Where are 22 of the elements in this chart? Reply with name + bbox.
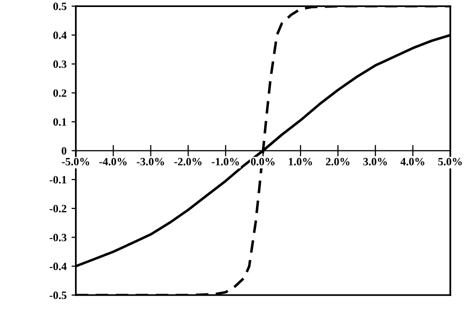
x-tick-label: -3.0% [136, 158, 164, 166]
y-tick-label: -0.1 [50, 176, 66, 184]
y-tick-label: -0.2 [50, 204, 66, 212]
y-tick-label: 0.3 [53, 60, 66, 68]
y-tick-label: -0.5 [50, 292, 66, 300]
y-tick-label: 0 [62, 147, 66, 155]
x-tick-label: -4.0% [99, 158, 127, 166]
y-tick-label: 0.4 [53, 32, 67, 40]
x-tick-label: 5.0% [438, 158, 462, 166]
y-tick-label: 0.1 [53, 118, 66, 126]
y-tick-label: -0.3 [50, 234, 66, 242]
y-tick-label: 0.2 [53, 89, 66, 97]
x-tick-label: 3.0% [363, 158, 387, 166]
y-tick-label: 0.5 [53, 2, 66, 10]
x-tick-label: 0.0% [250, 158, 275, 166]
x-tick-label: 1.0% [288, 158, 312, 166]
y-tick-label: -0.4 [50, 262, 67, 270]
x-tick-label: 4.0% [400, 158, 424, 166]
x-tick-label: -5.0% [62, 158, 90, 166]
x-tick-label: 2.0% [326, 158, 350, 166]
x-tick-label: -2.0% [174, 158, 202, 166]
x-tick-label: -1.0% [212, 158, 239, 166]
